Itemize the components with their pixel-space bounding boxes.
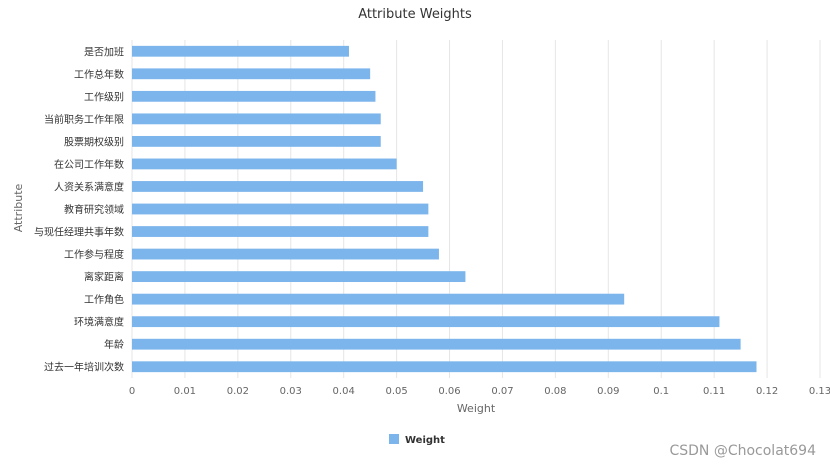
category-label: 过去一年培训次数 bbox=[44, 361, 124, 374]
category-label: 股票期权级别 bbox=[64, 135, 124, 148]
legend-label-weight: Weight bbox=[405, 435, 445, 446]
x-tick-label: 0.13 bbox=[809, 386, 830, 397]
x-tick-label: 0.04 bbox=[333, 386, 355, 397]
category-label: 是否加班 bbox=[84, 46, 124, 58]
bar[interactable] bbox=[132, 226, 429, 237]
category-label: 人资关系满意度 bbox=[54, 180, 124, 193]
x-tick-label: 0.01 bbox=[174, 386, 196, 397]
x-tick-label: 0.06 bbox=[438, 386, 460, 397]
x-tick-label: 0 bbox=[129, 386, 135, 397]
category-label: 离家距离 bbox=[84, 271, 124, 284]
bar[interactable] bbox=[132, 316, 720, 328]
bars bbox=[132, 45, 757, 373]
x-tick-label: 0.08 bbox=[544, 386, 566, 397]
x-tick-label: 0.07 bbox=[491, 386, 513, 397]
bar[interactable] bbox=[132, 181, 424, 192]
bar[interactable] bbox=[132, 158, 397, 170]
x-tick-label: 0.09 bbox=[597, 386, 619, 397]
category-label: 工作总年数 bbox=[74, 68, 124, 81]
x-tick-label: 0.11 bbox=[703, 386, 725, 397]
legend-swatch bbox=[389, 434, 399, 444]
category-label: 教育研究领域 bbox=[64, 203, 124, 216]
category-label: 当前职务工作年限 bbox=[44, 113, 124, 126]
y-axis-label: Attribute bbox=[12, 183, 25, 232]
bar[interactable] bbox=[132, 135, 381, 147]
category-label: 年龄 bbox=[104, 338, 124, 351]
category-label: 在公司工作年数 bbox=[54, 158, 124, 171]
category-label: 工作级别 bbox=[84, 91, 124, 103]
legend[interactable]: Weight bbox=[389, 434, 445, 446]
bar[interactable] bbox=[132, 271, 466, 283]
x-tick-label: 0.02 bbox=[227, 386, 249, 397]
x-axis-label: Weight bbox=[457, 402, 496, 415]
watermark: CSDN @Chocolat694 bbox=[669, 443, 816, 459]
category-labels: 是否加班工作总年数工作级别当前职务工作年限股票期权级别在公司工作年数人资关系满意… bbox=[34, 46, 124, 373]
x-tick-label: 0.1 bbox=[653, 386, 669, 397]
x-tick-label: 0.12 bbox=[756, 386, 778, 397]
bar[interactable] bbox=[132, 68, 371, 80]
bar[interactable] bbox=[132, 338, 741, 350]
bar[interactable] bbox=[132, 361, 757, 373]
bar[interactable] bbox=[132, 90, 376, 102]
category-label: 工作参与程度 bbox=[64, 248, 124, 261]
bar[interactable] bbox=[132, 45, 349, 57]
bar[interactable] bbox=[132, 293, 625, 305]
chart-title: Attribute Weights bbox=[358, 7, 472, 22]
category-label: 环境满意度 bbox=[74, 316, 124, 329]
category-label: 与现任经理共事年数 bbox=[34, 226, 124, 239]
bar[interactable] bbox=[132, 248, 439, 260]
x-tick-label: 0.03 bbox=[280, 386, 302, 397]
category-label: 工作角色 bbox=[84, 293, 124, 306]
bar[interactable] bbox=[132, 113, 381, 125]
x-tick-label: 0.05 bbox=[385, 386, 407, 397]
bar[interactable] bbox=[132, 203, 429, 215]
x-tick-labels: 0 0.01 0.02 0.03 0.04 0.05 0.06 0.07 0.08 0.09 0.1… bbox=[129, 386, 830, 397]
